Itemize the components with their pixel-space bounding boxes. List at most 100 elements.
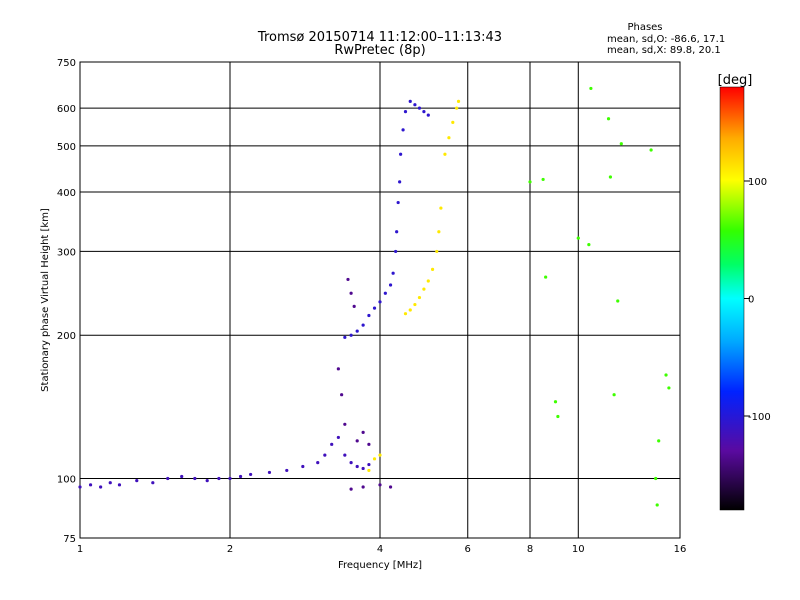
colorbar-tick-label: -100: [748, 412, 771, 423]
data-point: [401, 128, 405, 132]
data-point: [117, 483, 122, 487]
data-point: [655, 503, 659, 507]
x-tick-label: 2: [227, 544, 233, 555]
data-point: [367, 462, 371, 467]
data-point: [619, 142, 623, 146]
data-point: [336, 367, 340, 371]
data-point: [413, 103, 417, 107]
data-point: [553, 400, 558, 404]
data-point: [606, 117, 611, 121]
data-point: [108, 481, 112, 485]
data-point: [323, 453, 327, 457]
data-point: [394, 249, 398, 254]
chart-title: Tromsø 20150714 11:12:00–11:13:43: [257, 30, 502, 45]
data-point: [346, 277, 350, 282]
grid: [80, 62, 680, 538]
data-point: [657, 439, 661, 443]
data-point: [151, 481, 155, 485]
data-point: [417, 106, 422, 110]
y-tick-label: 200: [57, 331, 76, 342]
data-point: [301, 464, 305, 469]
data-point: [355, 464, 359, 469]
data-point: [541, 177, 545, 182]
data-point: [616, 299, 620, 303]
y-tick-label: 100: [57, 475, 76, 486]
data-point: [556, 414, 560, 419]
data-point: [349, 461, 353, 465]
data-point: [417, 295, 422, 300]
colorbar-tick-label: 100: [748, 177, 767, 188]
data-point: [437, 230, 441, 234]
x-tick-label: 8: [527, 544, 533, 555]
data-point: [166, 476, 170, 481]
data-point: [403, 110, 408, 114]
data-point: [372, 457, 377, 461]
data-point: [267, 470, 272, 475]
y-tick-label: 600: [57, 104, 76, 115]
data-point: [316, 461, 320, 465]
data-point: [205, 479, 209, 483]
data-point: [544, 275, 548, 279]
data-point: [361, 430, 365, 434]
scatter-points: [78, 86, 671, 507]
data-point: [343, 335, 347, 339]
data-point: [372, 306, 377, 310]
data-point: [408, 99, 412, 103]
data-point: [367, 468, 371, 473]
data-point: [361, 323, 365, 327]
data-point: [361, 485, 365, 489]
data-point: [435, 249, 439, 254]
data-point: [352, 304, 356, 308]
data-point: [589, 86, 593, 91]
data-point: [349, 291, 353, 295]
data-point: [349, 487, 353, 491]
data-point: [398, 180, 402, 184]
data-point: [587, 243, 591, 247]
y-tick-label: 300: [57, 247, 76, 258]
y-tick-label: 500: [57, 142, 76, 153]
chart-subtitle: RwPretec (8p): [334, 43, 425, 58]
data-point: [413, 302, 417, 307]
x-tick-label: 10: [572, 544, 585, 555]
data-point: [528, 180, 532, 184]
data-point: [367, 313, 371, 318]
axis-ticks: 1 2 4 6 8 10 16 75 100 200 300 400 500 600 750: [57, 58, 686, 555]
data-point: [367, 442, 371, 446]
data-point: [388, 485, 393, 489]
data-point: [439, 206, 443, 210]
data-point: [422, 287, 426, 291]
data-point: [388, 283, 393, 287]
data-point: [343, 453, 347, 457]
data-point: [395, 230, 399, 234]
y-tick-label: 400: [57, 188, 76, 199]
data-point: [608, 175, 613, 179]
data-point: [336, 435, 340, 440]
phases-x-stats: mean, sd,X: 89.8, 20.1: [607, 45, 721, 56]
colorbar-ticks: 100 0 -100: [744, 177, 771, 423]
phases-o-stats: mean, sd,O: -86.6, 17.1: [607, 34, 725, 45]
data-point: [343, 422, 347, 426]
data-point: [443, 152, 447, 156]
data-point: [330, 442, 334, 446]
phases-heading: Phases: [627, 22, 662, 33]
data-point: [378, 300, 382, 304]
x-axis-label: Frequency [MHz]: [338, 560, 422, 571]
data-point: [349, 333, 353, 337]
data-point: [667, 386, 671, 390]
data-point: [88, 483, 93, 487]
data-point: [180, 474, 184, 479]
data-point: [193, 476, 197, 481]
data-point: [355, 439, 359, 443]
data-point: [217, 476, 221, 481]
data-point: [612, 393, 616, 397]
data-point: [403, 312, 408, 316]
data-point: [576, 236, 580, 240]
x-tick-label: 16: [674, 544, 687, 555]
data-point: [426, 279, 430, 283]
data-point: [664, 373, 668, 377]
y-tick-label: 75: [63, 534, 76, 545]
data-point: [361, 466, 365, 471]
y-tick-label: 750: [57, 58, 76, 69]
data-point: [391, 271, 395, 275]
